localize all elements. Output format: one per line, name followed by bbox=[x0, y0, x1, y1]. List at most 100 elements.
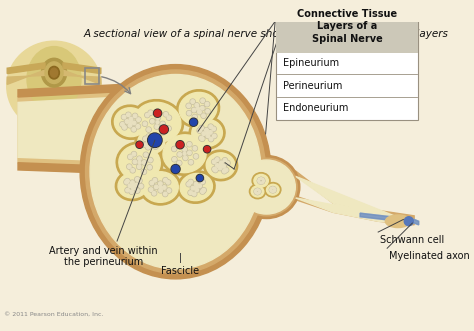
Circle shape bbox=[198, 178, 203, 183]
Circle shape bbox=[128, 123, 132, 127]
Circle shape bbox=[205, 109, 210, 114]
Circle shape bbox=[123, 125, 126, 129]
Circle shape bbox=[187, 182, 191, 186]
Ellipse shape bbox=[85, 70, 265, 273]
Circle shape bbox=[159, 182, 162, 185]
Circle shape bbox=[197, 128, 202, 133]
Circle shape bbox=[155, 120, 160, 124]
Circle shape bbox=[129, 117, 133, 121]
Circle shape bbox=[262, 178, 264, 180]
Ellipse shape bbox=[206, 153, 235, 178]
Circle shape bbox=[149, 188, 153, 191]
Circle shape bbox=[155, 142, 160, 147]
Circle shape bbox=[142, 160, 147, 165]
Circle shape bbox=[150, 143, 153, 146]
Text: Endoneurium: Endoneurium bbox=[283, 103, 348, 113]
Circle shape bbox=[135, 183, 138, 187]
Circle shape bbox=[158, 181, 163, 186]
Circle shape bbox=[254, 190, 256, 193]
Circle shape bbox=[201, 137, 204, 141]
Circle shape bbox=[209, 130, 212, 134]
Polygon shape bbox=[18, 163, 139, 174]
Circle shape bbox=[144, 153, 148, 157]
Ellipse shape bbox=[115, 170, 151, 201]
Circle shape bbox=[186, 111, 191, 116]
Circle shape bbox=[137, 178, 142, 183]
Circle shape bbox=[255, 192, 257, 194]
Text: Fascicle: Fascicle bbox=[161, 266, 199, 276]
Circle shape bbox=[191, 100, 194, 103]
Circle shape bbox=[258, 192, 260, 194]
Circle shape bbox=[142, 170, 146, 173]
Polygon shape bbox=[360, 213, 419, 225]
Circle shape bbox=[161, 130, 165, 134]
Circle shape bbox=[128, 120, 133, 124]
FancyBboxPatch shape bbox=[276, 6, 418, 53]
Circle shape bbox=[182, 147, 187, 152]
Circle shape bbox=[218, 166, 222, 170]
Circle shape bbox=[208, 124, 213, 129]
Circle shape bbox=[145, 113, 150, 118]
Circle shape bbox=[156, 143, 159, 146]
Circle shape bbox=[124, 180, 129, 185]
Circle shape bbox=[167, 127, 170, 130]
Circle shape bbox=[159, 125, 168, 134]
Ellipse shape bbox=[27, 47, 81, 112]
Circle shape bbox=[146, 140, 151, 145]
Text: Myelinated axon: Myelinated axon bbox=[389, 251, 470, 261]
Circle shape bbox=[258, 180, 259, 182]
Circle shape bbox=[131, 185, 136, 190]
Circle shape bbox=[194, 103, 199, 108]
Circle shape bbox=[198, 129, 201, 132]
Polygon shape bbox=[18, 83, 139, 97]
Circle shape bbox=[198, 184, 201, 188]
Text: Artery and vein within
the perineurium: Artery and vein within the perineurium bbox=[49, 246, 158, 267]
Circle shape bbox=[128, 184, 132, 188]
Circle shape bbox=[216, 164, 219, 167]
Circle shape bbox=[188, 160, 193, 165]
Circle shape bbox=[120, 122, 124, 126]
Circle shape bbox=[144, 137, 147, 141]
Circle shape bbox=[255, 189, 257, 191]
Ellipse shape bbox=[142, 172, 178, 202]
Circle shape bbox=[187, 111, 191, 115]
Ellipse shape bbox=[132, 100, 183, 145]
Circle shape bbox=[154, 184, 159, 189]
Circle shape bbox=[256, 188, 259, 191]
Circle shape bbox=[197, 175, 202, 181]
Circle shape bbox=[167, 116, 171, 119]
Circle shape bbox=[213, 167, 216, 171]
Circle shape bbox=[188, 179, 193, 184]
Circle shape bbox=[198, 110, 201, 114]
Circle shape bbox=[148, 158, 153, 163]
Circle shape bbox=[272, 190, 274, 193]
Circle shape bbox=[224, 167, 228, 172]
Circle shape bbox=[192, 146, 197, 151]
Circle shape bbox=[273, 187, 276, 190]
Circle shape bbox=[133, 113, 137, 118]
Circle shape bbox=[136, 124, 140, 128]
Circle shape bbox=[182, 152, 187, 156]
Circle shape bbox=[204, 128, 209, 133]
Circle shape bbox=[192, 115, 197, 119]
Ellipse shape bbox=[192, 119, 222, 147]
Circle shape bbox=[148, 158, 152, 162]
Circle shape bbox=[143, 122, 147, 125]
Circle shape bbox=[257, 179, 260, 182]
Circle shape bbox=[201, 99, 204, 103]
Circle shape bbox=[128, 155, 132, 159]
Circle shape bbox=[189, 161, 193, 164]
Circle shape bbox=[200, 136, 203, 140]
Circle shape bbox=[260, 182, 262, 184]
Ellipse shape bbox=[80, 65, 271, 279]
Circle shape bbox=[212, 134, 216, 138]
Circle shape bbox=[201, 131, 206, 136]
Circle shape bbox=[215, 163, 220, 168]
Circle shape bbox=[201, 113, 206, 118]
Circle shape bbox=[148, 137, 154, 142]
Circle shape bbox=[136, 141, 143, 148]
Circle shape bbox=[155, 110, 161, 117]
Circle shape bbox=[156, 121, 159, 124]
Circle shape bbox=[208, 130, 213, 135]
Circle shape bbox=[191, 192, 197, 197]
